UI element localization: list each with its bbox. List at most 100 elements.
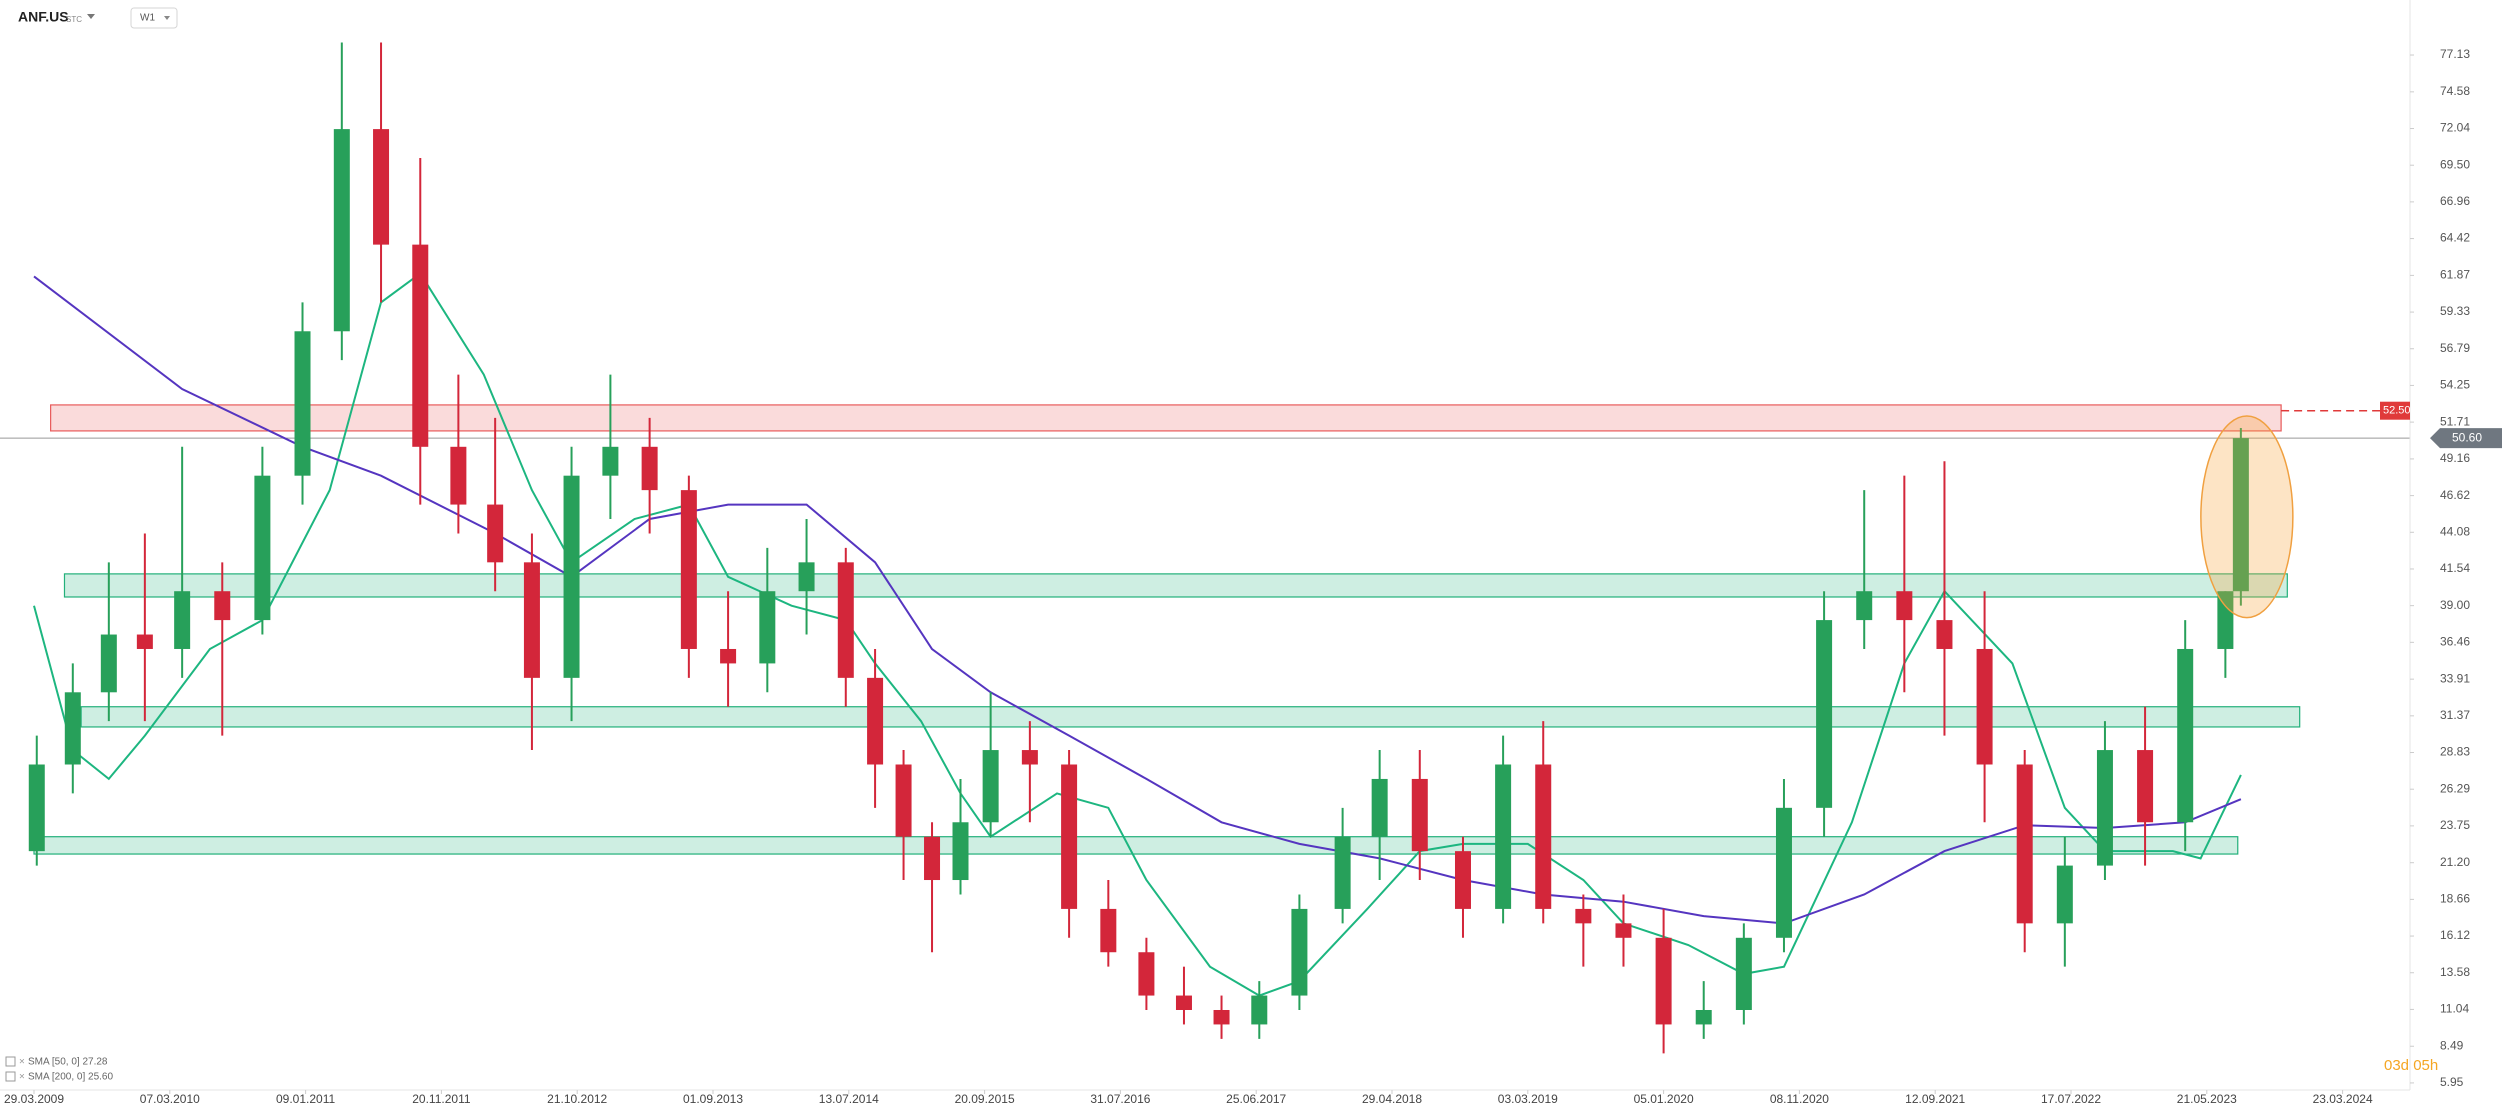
legend-close: × bbox=[19, 1072, 25, 1083]
candle-body bbox=[1655, 937, 1672, 1025]
candle-body bbox=[523, 562, 540, 678]
y-tick-label: 39.00 bbox=[2440, 598, 2470, 612]
y-tick-label: 33.91 bbox=[2440, 671, 2470, 685]
interval[interactable]: W1 bbox=[140, 13, 155, 24]
last-price-label: 50.60 bbox=[2452, 430, 2482, 444]
candle-body bbox=[487, 504, 504, 563]
candle-body bbox=[1100, 908, 1117, 953]
legend-close: × bbox=[19, 1057, 25, 1068]
x-tick-label: 29.03.2009 bbox=[4, 1092, 64, 1106]
candle-body bbox=[798, 562, 815, 592]
price-zone bbox=[33, 836, 2239, 855]
y-tick-label: 16.12 bbox=[2440, 928, 2470, 942]
x-tick-label: 13.07.2014 bbox=[819, 1092, 879, 1106]
y-tick-label: 72.04 bbox=[2440, 121, 2470, 135]
candle-body bbox=[680, 490, 697, 649]
candle-body bbox=[412, 244, 429, 447]
symbol[interactable]: ANF.US bbox=[18, 9, 69, 25]
candle-body bbox=[1735, 937, 1752, 1010]
candle-body bbox=[1251, 995, 1268, 1025]
x-tick-label: 29.04.2018 bbox=[1362, 1092, 1422, 1106]
candle-body bbox=[895, 764, 912, 837]
highlight bbox=[2200, 415, 2294, 619]
candle-body bbox=[1175, 995, 1192, 1010]
last-price-badge-tip bbox=[2430, 428, 2440, 449]
price-zone bbox=[80, 706, 2301, 728]
y-tick-label: 21.20 bbox=[2440, 855, 2470, 869]
candle-body bbox=[373, 129, 390, 245]
x-tick-label: 20.09.2015 bbox=[955, 1092, 1015, 1106]
candle-body bbox=[2217, 591, 2234, 649]
x-tick-label: 21.05.2023 bbox=[2177, 1092, 2237, 1106]
y-tick-label: 46.62 bbox=[2440, 488, 2470, 502]
interval-select[interactable] bbox=[130, 7, 178, 29]
market: STC bbox=[66, 15, 82, 24]
x-tick-label: 08.11.2020 bbox=[1770, 1092, 1829, 1106]
y-tick-label: 74.58 bbox=[2440, 84, 2470, 98]
candle-body bbox=[333, 129, 350, 332]
candle-body bbox=[1695, 1009, 1712, 1025]
y-tick-label: 8.49 bbox=[2440, 1038, 2464, 1052]
x-tick-label: 21.10.2012 bbox=[547, 1092, 607, 1106]
symbol-dropdown[interactable] bbox=[87, 14, 95, 19]
candle-body bbox=[867, 677, 884, 765]
y-tick-label: 28.83 bbox=[2440, 745, 2470, 759]
candle-body bbox=[1856, 591, 1873, 621]
candle-body bbox=[136, 634, 153, 649]
x-tick-label: 25.06.2017 bbox=[1226, 1092, 1286, 1106]
candle-body bbox=[450, 446, 467, 505]
y-tick-label: 69.50 bbox=[2440, 157, 2470, 171]
y-tick-label: 51.71 bbox=[2440, 414, 2470, 428]
price-zone bbox=[63, 573, 2288, 598]
y-tick-label: 56.79 bbox=[2440, 341, 2470, 355]
candle-body bbox=[2056, 865, 2073, 924]
legend-icon bbox=[5, 1071, 16, 1082]
candle-body bbox=[952, 822, 969, 881]
last-price-badge bbox=[2440, 428, 2502, 449]
y-tick-label: 11.04 bbox=[2440, 1002, 2469, 1016]
y-tick-label: 64.42 bbox=[2440, 231, 2470, 245]
candle-body bbox=[982, 750, 999, 823]
candle-body bbox=[563, 475, 580, 678]
candle-body bbox=[2137, 750, 2154, 823]
legend-entry: SMA [200, 0] 25.60 bbox=[28, 1072, 113, 1083]
candle-body bbox=[924, 836, 941, 881]
candle-body bbox=[28, 764, 45, 852]
sma-line bbox=[33, 275, 2242, 925]
candle-body bbox=[759, 591, 776, 664]
candle-body bbox=[1454, 851, 1471, 909]
y-tick-label: 54.25 bbox=[2440, 378, 2470, 392]
candle-body bbox=[2232, 438, 2249, 592]
candle-body bbox=[1775, 807, 1792, 938]
x-tick-label: 09.01.2011 bbox=[276, 1092, 335, 1106]
candle-body bbox=[1371, 778, 1388, 837]
price-zone bbox=[50, 404, 2282, 432]
x-tick-label: 20.11.2011 bbox=[412, 1092, 471, 1106]
y-tick-label: 44.08 bbox=[2440, 524, 2470, 538]
x-tick-label: 03.03.2019 bbox=[1498, 1092, 1558, 1106]
candle-body bbox=[837, 562, 854, 678]
resistance-label: 52.50 bbox=[2383, 405, 2411, 417]
plot-area bbox=[0, 42, 2410, 1054]
y-tick-label: 31.37 bbox=[2440, 708, 2470, 722]
y-tick-label: 66.96 bbox=[2440, 194, 2470, 208]
candle-body bbox=[720, 648, 737, 664]
y-tick-label: 41.54 bbox=[2440, 561, 2470, 575]
candle-body bbox=[174, 591, 191, 649]
x-tick-label: 05.01.2020 bbox=[1634, 1092, 1694, 1106]
candle-body bbox=[1138, 952, 1155, 996]
candle-body bbox=[1896, 591, 1913, 621]
y-tick-label: 18.66 bbox=[2440, 892, 2470, 906]
y-tick-label: 61.87 bbox=[2440, 268, 2470, 282]
candle-body bbox=[1976, 648, 1993, 765]
candle-body bbox=[214, 591, 231, 621]
y-tick-label: 59.33 bbox=[2440, 304, 2470, 318]
candle-body bbox=[294, 331, 311, 476]
legend-icon bbox=[5, 1056, 16, 1067]
y-tick-label: 36.46 bbox=[2440, 635, 2470, 649]
interval-dropdown[interactable] bbox=[164, 16, 170, 20]
y-tick-label: 5.95 bbox=[2440, 1075, 2464, 1089]
